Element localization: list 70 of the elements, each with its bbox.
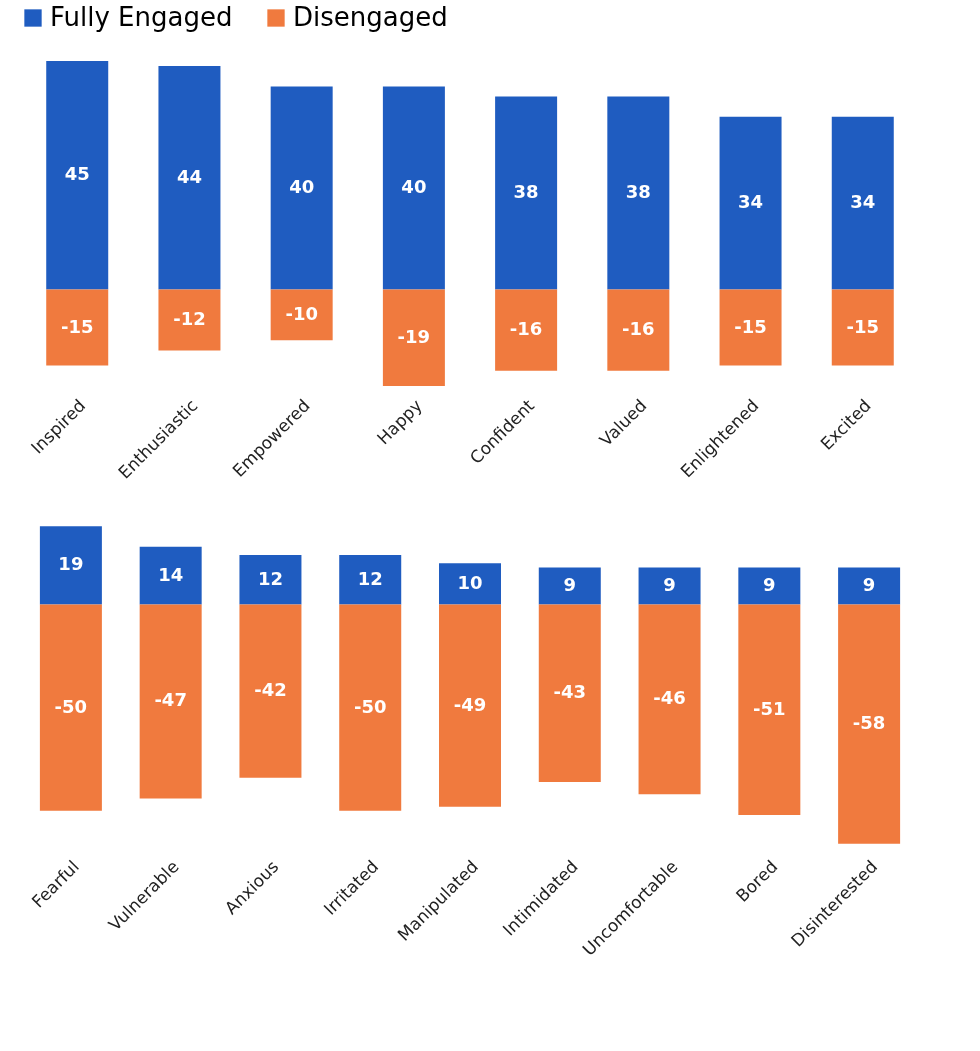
data-label: 10 [457,571,483,593]
bar [838,567,901,605]
data-label: 34 [738,191,764,213]
data-label: -50 [353,695,387,717]
data-label: 40 [289,175,315,197]
data-label: -15 [734,315,767,337]
bar [638,604,701,795]
bar [39,604,102,811]
bar [607,96,670,290]
bar [339,555,402,605]
data-label: 9 [663,573,676,595]
data-label: 38 [513,181,539,202]
bar [738,567,801,605]
data-label: -49 [453,693,487,715]
data-label: -42 [254,679,287,701]
bar [239,555,302,605]
data-label: -50 [54,695,88,717]
data-label: 12 [257,567,283,589]
bar [139,546,202,605]
data-label: -19 [397,325,431,347]
data-label: -15 [846,315,880,337]
data-label: 9 [763,573,776,595]
data-label: 12 [357,567,383,589]
data-label: 38 [625,181,651,202]
bar [270,289,333,341]
bar [39,526,102,605]
bar [831,289,894,366]
bar [838,604,901,844]
bar [607,289,670,371]
bar [638,567,701,605]
bar [495,96,558,290]
data-label: 9 [862,573,876,595]
data-label: -15 [60,315,94,337]
bar [139,604,202,799]
data-label: -46 [653,687,686,709]
data-label: 9 [563,573,577,595]
bar [46,289,109,366]
bar [538,604,601,782]
data-label: 40 [401,175,427,197]
bar [439,604,501,807]
data-label: 19 [58,553,84,575]
data-label: 34 [850,191,876,213]
data-label: -12 [173,307,206,329]
bar [158,289,221,351]
data-label: -43 [553,681,587,703]
bar [158,66,221,290]
bar [339,604,402,811]
bar [46,61,109,290]
legend-label: Fully Engaged [50,2,233,32]
data-label: -16 [509,318,543,340]
bar [382,289,445,386]
legend-label: Disengaged [293,2,448,32]
bar [719,116,782,290]
bar [538,567,601,605]
bar [719,289,782,366]
data-label: 44 [176,165,202,187]
data-label: 45 [64,163,90,185]
data-label: -47 [154,689,187,711]
data-label: -58 [852,712,886,734]
bar [270,86,333,290]
data-label: 14 [158,563,184,585]
bar [495,289,558,371]
bar [382,86,445,290]
bar [239,604,302,778]
data-label: -10 [285,302,318,324]
bar [439,563,501,605]
data-label: -16 [622,318,655,340]
bar [831,116,894,290]
data-label: -51 [753,697,786,719]
bar [738,604,801,815]
